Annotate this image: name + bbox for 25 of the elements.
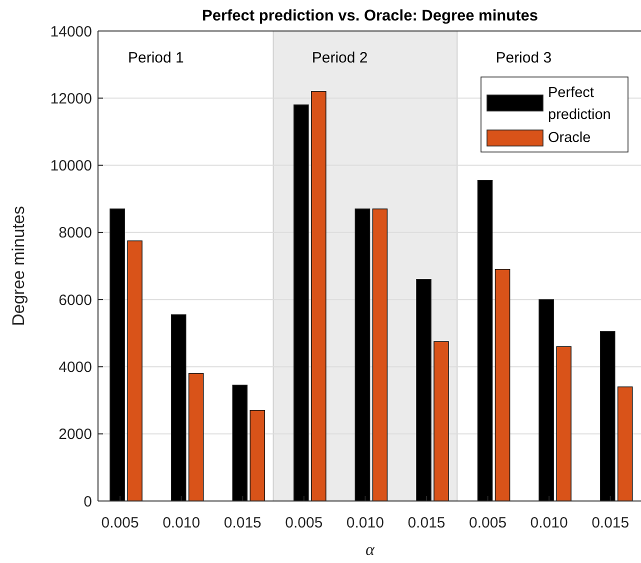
y-tick-label: 14000 (50, 23, 92, 40)
y-tick-label: 8000 (58, 224, 92, 242)
y-tick-label: 10000 (50, 158, 92, 175)
annotation: Period 2 (312, 49, 368, 66)
x-tick-label: 0.010 (162, 514, 200, 532)
y-tick-label: 0 (84, 493, 92, 510)
y-tick-label: 12000 (50, 90, 92, 108)
legend-label: Perfect prediction (548, 85, 611, 123)
y-tick-label: 6000 (58, 292, 92, 309)
annotation: Period 1 (128, 49, 184, 66)
legend-label: Oracle (548, 130, 591, 146)
annotation: Period 3 (496, 49, 552, 66)
x-axis-title: α (366, 540, 376, 559)
x-tick-label: 0.010 (346, 514, 384, 532)
y-tick-label: 4000 (58, 358, 92, 376)
x-tick-label: 0.015 (224, 514, 262, 532)
x-tick-label: 0.005 (469, 514, 507, 532)
x-tick-label: 0.015 (408, 514, 446, 532)
y-tick-label: 2000 (58, 426, 92, 444)
x-tick-label: 0.005 (285, 514, 323, 532)
x-tick-label: 0.010 (530, 514, 568, 532)
x-tick-label: 0.015 (592, 514, 630, 532)
chart-title: Perfect prediction vs. Oracle: Degree minutes (202, 7, 538, 24)
y-axis-title: Degree minutes (8, 206, 28, 326)
x-tick-label: 0.005 (101, 514, 139, 532)
